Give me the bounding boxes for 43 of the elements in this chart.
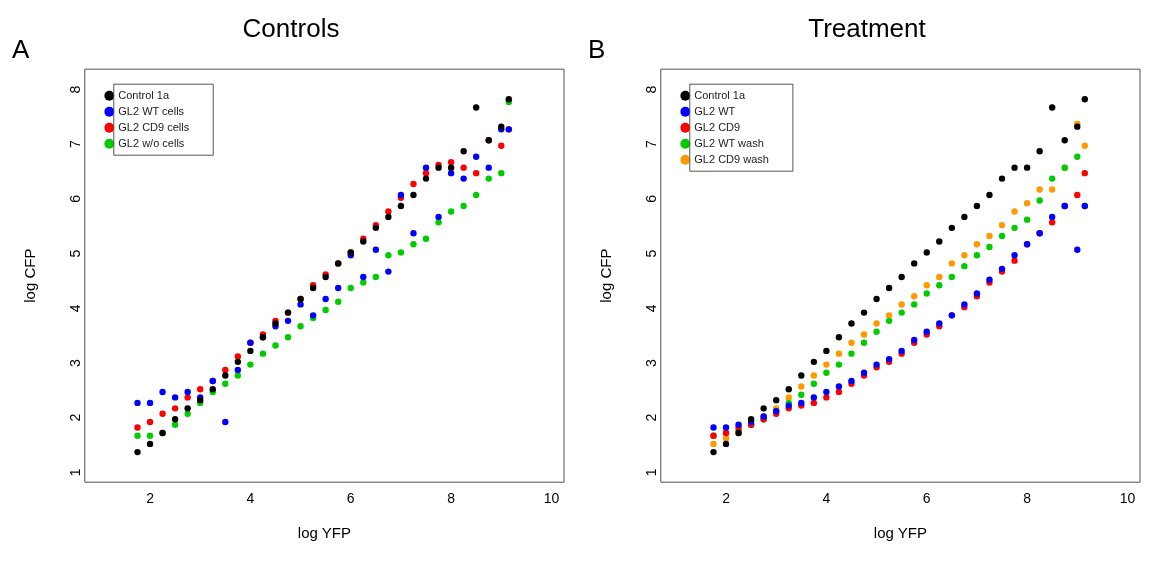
x-tick-label: 4 xyxy=(822,490,831,507)
x-axis-title: log YFP xyxy=(297,524,351,542)
text: A xyxy=(12,34,30,65)
y-tick-label: 3 xyxy=(66,358,83,367)
text: B xyxy=(588,34,606,65)
x-tick-label: 6 xyxy=(922,490,931,507)
y-tick-label: 7 xyxy=(66,140,83,149)
chart-title: Controls xyxy=(242,12,340,43)
legend-label: GL2 WT wash xyxy=(694,136,764,149)
y-tick-label: 6 xyxy=(642,194,659,203)
x-tick-label: 10 xyxy=(543,490,560,507)
y-tick-label: 8 xyxy=(642,85,659,94)
legend-label: GL2 CD9 wash xyxy=(694,152,769,165)
legend-label: GL2 w/o cells xyxy=(118,136,185,149)
x-tick-label: 8 xyxy=(1023,490,1032,507)
legend-label: GL2 WT cells xyxy=(118,104,185,117)
legend-label: Control 1a xyxy=(118,88,170,101)
y-tick-label: 1 xyxy=(642,468,659,477)
x-axis-title: log YFP xyxy=(873,524,927,542)
y-tick-label: 8 xyxy=(66,85,83,94)
y-axis-title: log CFP xyxy=(597,248,615,303)
x-tick-label: 2 xyxy=(146,490,155,507)
chart-title: Treatment xyxy=(808,12,927,43)
y-tick-label: 7 xyxy=(642,140,659,149)
y-tick-label: 4 xyxy=(66,304,83,313)
y-tick-label: 2 xyxy=(642,413,659,422)
x-tick-label: 4 xyxy=(246,490,255,507)
legend-label: GL2 CD9 xyxy=(694,120,741,133)
x-tick-label: 10 xyxy=(1119,490,1136,507)
x-tick-label: 2 xyxy=(722,490,731,507)
legend-label: Control 1a xyxy=(694,88,746,101)
y-tick-label: 5 xyxy=(66,249,83,258)
x-tick-label: 8 xyxy=(447,490,456,507)
y-axis-title: log CFP xyxy=(21,248,39,303)
legend-label: GL2 CD9 cells xyxy=(118,120,190,133)
y-tick-label: 6 xyxy=(66,194,83,203)
y-tick-label: 2 xyxy=(66,413,83,422)
y-tick-label: 1 xyxy=(66,468,83,477)
y-tick-label: 4 xyxy=(642,304,659,313)
x-tick-label: 6 xyxy=(346,490,355,507)
y-tick-label: 5 xyxy=(642,249,659,258)
y-tick-label: 3 xyxy=(642,358,659,367)
legend-label: GL2 WT xyxy=(694,104,736,117)
